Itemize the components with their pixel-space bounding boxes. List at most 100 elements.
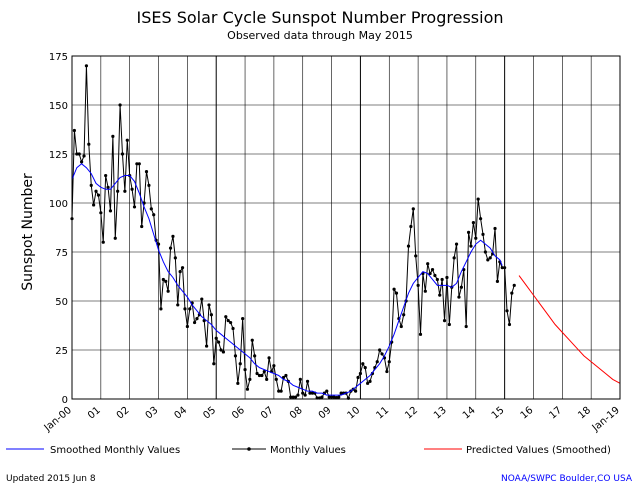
monthly-point [89, 183, 93, 187]
monthly-point [363, 366, 367, 370]
monthly-point [226, 319, 230, 323]
monthly-point [243, 368, 247, 372]
monthly-point [188, 307, 192, 311]
monthly-point [495, 279, 500, 283]
monthly-point [416, 283, 420, 287]
monthly-point [180, 266, 185, 270]
y-tick-label: 175 [49, 52, 68, 63]
updated-date: Updated 2015 Jun 8 [6, 474, 96, 484]
monthly-point [430, 268, 435, 272]
monthly-point [329, 395, 334, 399]
monthly-point [479, 217, 483, 221]
monthly-point [426, 262, 430, 266]
x-tick-label: Jan-00 [42, 405, 74, 434]
y-tick-label: 150 [49, 101, 68, 112]
monthly-point [512, 283, 516, 287]
chart-title: ISES Solar Cycle Sunspot Number Progress… [137, 8, 504, 27]
series-layer [70, 64, 621, 400]
monthly-point [454, 242, 459, 246]
monthly-point [474, 236, 478, 240]
monthly-point [255, 371, 259, 376]
monthly-point [185, 324, 189, 329]
monthly-point [161, 277, 165, 282]
series-monthly-values [71, 65, 515, 400]
x-tick-label: 08 [288, 405, 305, 422]
monthly-point [452, 256, 456, 260]
monthly-point [510, 291, 514, 295]
monthly-point [176, 303, 180, 307]
monthly-point [471, 221, 475, 225]
monthly-point [293, 395, 298, 399]
monthly-point [466, 230, 471, 234]
monthly-point [354, 389, 358, 393]
monthly-point [241, 317, 245, 321]
y-tick-label: 25 [55, 346, 68, 357]
monthly-point [406, 244, 411, 248]
monthly-point [173, 256, 177, 260]
y-tick-label: 75 [55, 248, 68, 259]
monthly-point [325, 389, 329, 393]
monthly-point [195, 317, 199, 321]
monthly-point [183, 307, 187, 311]
monthly-point [303, 393, 307, 397]
monthly-point [84, 64, 89, 68]
monthly-point [277, 389, 281, 393]
monthly-point [250, 338, 254, 342]
monthly-point [445, 275, 449, 280]
monthly-point [101, 240, 105, 244]
monthly-point [483, 250, 487, 254]
monthly-point [476, 197, 480, 201]
monthly-point [507, 322, 512, 327]
monthly-point [116, 189, 120, 193]
monthly-point [238, 362, 242, 366]
monthly-point [337, 395, 341, 399]
x-tick-label: 05 [201, 405, 218, 422]
x-tick-label: 09 [317, 405, 334, 422]
monthly-point [392, 287, 396, 291]
monthly-point [366, 381, 370, 385]
monthly-point [152, 213, 156, 217]
x-tick-label: 07 [259, 405, 276, 422]
legend-smoothed-label: Smoothed Monthly Values [50, 445, 180, 456]
series-smoothed-monthly-values [71, 163, 503, 396]
monthly-point [207, 303, 211, 307]
x-tick-label: 16 [519, 405, 536, 422]
x-tick-label: 04 [172, 405, 189, 422]
x-tick-label: 18 [576, 405, 593, 422]
x-tick-label: 02 [115, 405, 132, 422]
monthly-point [229, 320, 233, 325]
y-axis-label: Sunspot Number [20, 173, 36, 291]
legend-monthly-label: Monthly Values [270, 445, 346, 456]
monthly-point [130, 187, 134, 191]
monthly-point [245, 387, 250, 391]
monthly-point [356, 375, 360, 380]
monthly-point [284, 373, 288, 378]
monthly-point [394, 291, 399, 295]
monthly-point [361, 362, 365, 366]
monthly-point [428, 271, 432, 276]
monthly-point [132, 205, 137, 209]
monthly-point [418, 332, 423, 336]
monthly-point [192, 320, 197, 325]
monthly-point [368, 379, 372, 383]
monthly-point [274, 377, 278, 381]
monthly-point [457, 295, 461, 299]
monthly-point [92, 203, 96, 207]
monthly-point [171, 234, 175, 238]
monthly-point [334, 396, 338, 400]
monthly-point [123, 189, 127, 193]
monthly-point [375, 360, 379, 364]
monthly-point [224, 315, 228, 319]
monthly-point [327, 395, 331, 399]
monthly-point [118, 103, 122, 107]
monthly-point [80, 160, 84, 164]
monthly-point [99, 211, 103, 215]
x-tick-label: 17 [547, 405, 564, 422]
x-tick-label: Jan-19 [590, 405, 622, 434]
monthly-point [296, 393, 300, 397]
x-tick-label: 06 [230, 405, 247, 422]
monthly-point [265, 377, 269, 381]
y-tick-label: 0 [62, 395, 68, 406]
monthly-point [488, 256, 492, 260]
